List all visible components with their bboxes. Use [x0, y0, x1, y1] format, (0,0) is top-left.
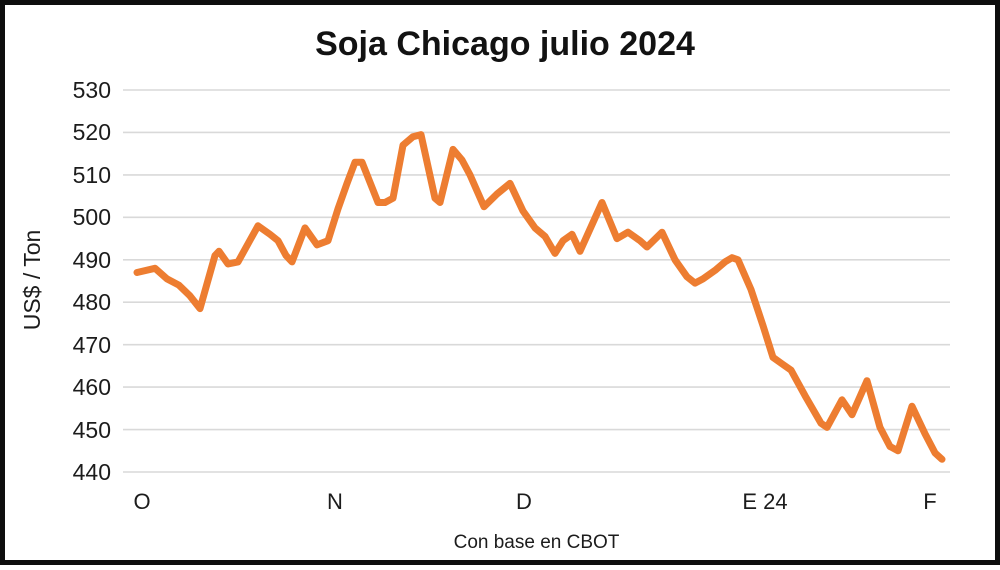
- y-tick-label: 530: [72, 77, 111, 103]
- y-tick-label: 460: [72, 374, 111, 401]
- price-line-series: [133, 131, 946, 463]
- y-tick-label: 500: [72, 204, 111, 231]
- y-tick-label: 480: [72, 289, 111, 316]
- x-tick-label: D: [516, 489, 532, 514]
- series-line: [133, 131, 946, 463]
- x-tick-label: F: [923, 489, 937, 514]
- y-tick-label: 450: [72, 416, 111, 443]
- y-tick-label: 440: [72, 459, 111, 485]
- chart-title: Soja Chicago julio 2024: [315, 25, 695, 63]
- x-axis-note: Con base en CBOT: [453, 532, 620, 553]
- line-chart: [123, 89, 950, 473]
- x-tick-label: O: [133, 489, 151, 514]
- x-tick-label: N: [327, 489, 343, 514]
- gridlines: [123, 89, 950, 473]
- y-tick-label: 490: [72, 246, 111, 273]
- x-tick-label: E 24: [742, 489, 788, 514]
- y-tick-label: 520: [72, 119, 111, 146]
- y-tick-label: 470: [72, 331, 111, 358]
- y-tick-label: 510: [72, 161, 111, 188]
